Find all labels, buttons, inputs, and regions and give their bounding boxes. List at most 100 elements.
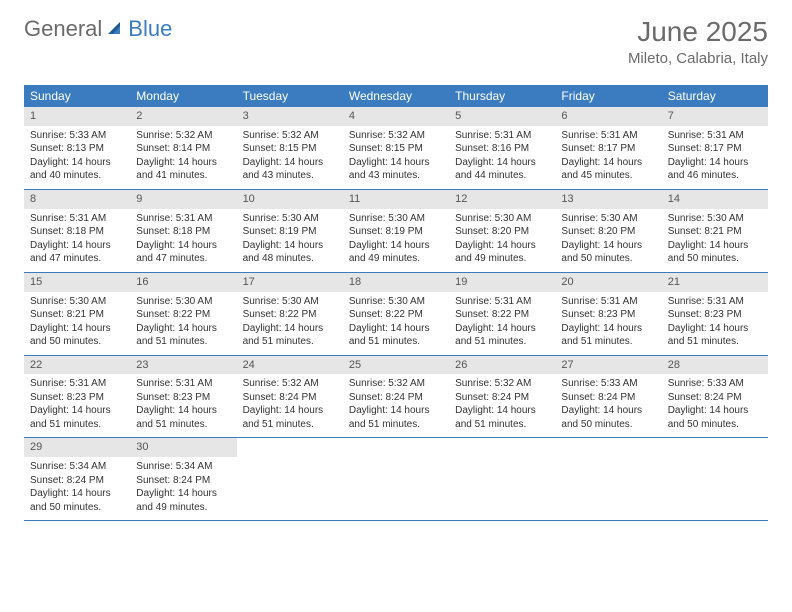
daylight-line1: Daylight: 14 hours [561, 322, 655, 336]
sunrise-text: Sunrise: 5:32 AM [136, 129, 230, 143]
day-number: 1 [24, 107, 130, 126]
daylight-line1: Daylight: 14 hours [455, 322, 549, 336]
day-number: 21 [662, 273, 768, 292]
sunset-text: Sunset: 8:22 PM [136, 308, 230, 322]
title-block: June 2025 Mileto, Calabria, Italy [628, 16, 768, 67]
day-cell: 24Sunrise: 5:32 AMSunset: 8:24 PMDayligh… [237, 356, 343, 438]
sunset-text: Sunset: 8:15 PM [349, 142, 443, 156]
daylight-line1: Daylight: 14 hours [136, 404, 230, 418]
day-number: 6 [555, 107, 661, 126]
day-content: Sunrise: 5:33 AMSunset: 8:24 PMDaylight:… [662, 377, 768, 431]
day-content: Sunrise: 5:32 AMSunset: 8:24 PMDaylight:… [343, 377, 449, 431]
daylight-line2: and 48 minutes. [243, 252, 337, 266]
sunset-text: Sunset: 8:23 PM [136, 391, 230, 405]
day-cell: 27 Sunrise: 5:33 AMSunset: 8:24 PMDayligh… [555, 356, 661, 438]
day-number: 18 [343, 273, 449, 292]
daylight-line2: and 49 minutes. [349, 252, 443, 266]
sunset-text: Sunset: 8:24 PM [561, 391, 655, 405]
day-cell: 6 Sunrise: 5:31 AMSunset: 8:17 PMDaylight… [555, 107, 661, 189]
sunrise-text: Sunrise: 5:31 AM [455, 129, 549, 143]
day-content: Sunrise: 5:31 AMSunset: 8:22 PMDaylight:… [449, 295, 555, 349]
weekday-header-row: Sunday Monday Tuesday Wednesday Thursday… [24, 85, 768, 107]
sunset-text: Sunset: 8:20 PM [455, 225, 549, 239]
day-content: Sunrise: 5:32 AMSunset: 8:24 PMDaylight:… [237, 377, 343, 431]
sunrise-text: Sunrise: 5:31 AM [561, 129, 655, 143]
day-cell [555, 438, 661, 520]
sunrise-text: Sunrise: 5:32 AM [349, 377, 443, 391]
daylight-line1: Daylight: 14 hours [243, 239, 337, 253]
daylight-line2: and 44 minutes. [455, 169, 549, 183]
sunrise-text: Sunrise: 5:32 AM [349, 129, 443, 143]
day-cell: 12Sunrise: 5:30 AMSunset: 8:20 PMDayligh… [449, 190, 555, 272]
day-number: 9 [130, 190, 236, 209]
day-cell: 16Sunrise: 5:30 AMSunset: 8:22 PMDayligh… [130, 273, 236, 355]
sunrise-text: Sunrise: 5:30 AM [668, 212, 762, 226]
day-number: 15 [24, 273, 130, 292]
sunrise-text: Sunrise: 5:32 AM [243, 129, 337, 143]
location-subtitle: Mileto, Calabria, Italy [628, 50, 768, 67]
day-cell: 2Sunrise: 5:32 AMSunset: 8:14 PMDaylight… [130, 107, 236, 189]
day-content: Sunrise: 5:30 AMSunset: 8:22 PMDaylight:… [130, 295, 236, 349]
calendar: Sunday Monday Tuesday Wednesday Thursday… [24, 85, 768, 521]
day-number: 20 [555, 273, 661, 292]
sunset-text: Sunset: 8:22 PM [455, 308, 549, 322]
sunrise-text: Sunrise: 5:31 AM [561, 295, 655, 309]
day-number: 13 [555, 190, 661, 209]
daylight-line1: Daylight: 14 hours [136, 322, 230, 336]
day-content: Sunrise: 5:31 AMSunset: 8:17 PMDaylight:… [555, 129, 661, 183]
day-content: Sunrise: 5:31 AMSunset: 8:23 PMDaylight:… [662, 295, 768, 349]
day-number: 2 [130, 107, 236, 126]
daylight-line1: Daylight: 14 hours [30, 487, 124, 501]
sunrise-text: Sunrise: 5:32 AM [243, 377, 337, 391]
day-cell: 4Sunrise: 5:32 AMSunset: 8:15 PMDaylight… [343, 107, 449, 189]
sunset-text: Sunset: 8:17 PM [668, 142, 762, 156]
sunset-text: Sunset: 8:24 PM [668, 391, 762, 405]
day-content: Sunrise: 5:32 AMSunset: 8:24 PMDaylight:… [449, 377, 555, 431]
day-content: Sunrise: 5:32 AMSunset: 8:15 PMDaylight:… [343, 129, 449, 183]
sunset-text: Sunset: 8:24 PM [136, 474, 230, 488]
daylight-line1: Daylight: 14 hours [243, 404, 337, 418]
brand-general: General [24, 16, 102, 42]
day-content: Sunrise: 5:30 AMSunset: 8:20 PMDaylight:… [555, 212, 661, 266]
daylight-line1: Daylight: 14 hours [455, 156, 549, 170]
sunset-text: Sunset: 8:24 PM [243, 391, 337, 405]
month-title: June 2025 [628, 16, 768, 48]
daylight-line1: Daylight: 14 hours [349, 404, 443, 418]
daylight-line2: and 50 minutes. [561, 418, 655, 432]
day-cell: 18Sunrise: 5:30 AMSunset: 8:22 PMDayligh… [343, 273, 449, 355]
sunset-text: Sunset: 8:23 PM [668, 308, 762, 322]
sunrise-text: Sunrise: 5:34 AM [136, 460, 230, 474]
day-cell: 1 Sunrise: 5:33 AMSunset: 8:13 PMDaylight… [24, 107, 130, 189]
week-row: 1 Sunrise: 5:33 AMSunset: 8:13 PMDaylight… [24, 107, 768, 190]
daylight-line1: Daylight: 14 hours [561, 156, 655, 170]
sunrise-text: Sunrise: 5:31 AM [136, 212, 230, 226]
daylight-line2: and 50 minutes. [30, 501, 124, 515]
day-content: Sunrise: 5:32 AMSunset: 8:15 PMDaylight:… [237, 129, 343, 183]
day-number: 8 [24, 190, 130, 209]
weekday-header: Sunday [24, 85, 130, 107]
sunset-text: Sunset: 8:19 PM [349, 225, 443, 239]
sunrise-text: Sunrise: 5:33 AM [561, 377, 655, 391]
day-cell: 14Sunrise: 5:30 AMSunset: 8:21 PMDayligh… [662, 190, 768, 272]
day-number: 11 [343, 190, 449, 209]
week-row: 8Sunrise: 5:31 AMSunset: 8:18 PMDaylight… [24, 190, 768, 273]
day-cell: 13 Sunrise: 5:30 AMSunset: 8:20 PMDayligh… [555, 190, 661, 272]
day-cell: 9Sunrise: 5:31 AMSunset: 8:18 PMDaylight… [130, 190, 236, 272]
sunset-text: Sunset: 8:18 PM [30, 225, 124, 239]
sunset-text: Sunset: 8:18 PM [136, 225, 230, 239]
day-cell: 29Sunrise: 5:34 AMSunset: 8:24 PMDayligh… [24, 438, 130, 520]
day-content: Sunrise: 5:33 AMSunset: 8:13 PMDaylight:… [24, 129, 130, 183]
daylight-line1: Daylight: 14 hours [455, 404, 549, 418]
sunset-text: Sunset: 8:21 PM [668, 225, 762, 239]
daylight-line1: Daylight: 14 hours [561, 404, 655, 418]
sunrise-text: Sunrise: 5:33 AM [30, 129, 124, 143]
day-cell: 15Sunrise: 5:30 AMSunset: 8:21 PMDayligh… [24, 273, 130, 355]
day-cell: 22Sunrise: 5:31 AMSunset: 8:23 PMDayligh… [24, 356, 130, 438]
sunrise-text: Sunrise: 5:31 AM [30, 377, 124, 391]
day-content: Sunrise: 5:34 AMSunset: 8:24 PMDaylight:… [130, 460, 236, 514]
daylight-line2: and 47 minutes. [136, 252, 230, 266]
day-cell: 21 Sunrise: 5:31 AMSunset: 8:23 PMDayligh… [662, 273, 768, 355]
daylight-line2: and 43 minutes. [349, 169, 443, 183]
day-number: 27 [555, 356, 661, 375]
sunset-text: Sunset: 8:17 PM [561, 142, 655, 156]
